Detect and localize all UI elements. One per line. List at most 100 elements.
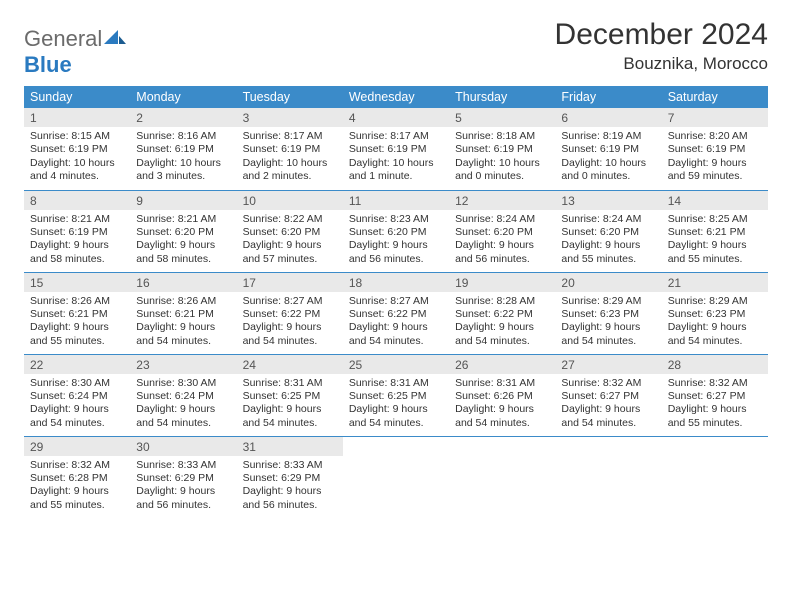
day-details: Sunrise: 8:27 AMSunset: 6:22 PMDaylight:… [237,292,343,353]
day-number: 16 [130,273,236,292]
day-number: 3 [237,108,343,127]
sunrise-text: Sunrise: 8:22 AM [243,213,337,226]
day-details: Sunrise: 8:33 AMSunset: 6:29 PMDaylight:… [130,456,236,517]
daylight-text: Daylight: 9 hours and 59 minutes. [668,157,762,184]
day-details: Sunrise: 8:31 AMSunset: 6:26 PMDaylight:… [449,374,555,435]
daylight-text: Daylight: 9 hours and 55 minutes. [30,321,124,348]
day-details: Sunrise: 8:24 AMSunset: 6:20 PMDaylight:… [555,210,661,271]
calendar-cell [449,436,555,518]
calendar-cell: 23Sunrise: 8:30 AMSunset: 6:24 PMDayligh… [130,354,236,436]
sunrise-text: Sunrise: 8:27 AM [349,295,443,308]
day-details: Sunrise: 8:28 AMSunset: 6:22 PMDaylight:… [449,292,555,353]
weekday-header: Tuesday [237,86,343,108]
sunset-text: Sunset: 6:24 PM [136,390,230,403]
sunset-text: Sunset: 6:23 PM [668,308,762,321]
calendar-cell: 3Sunrise: 8:17 AMSunset: 6:19 PMDaylight… [237,108,343,190]
sunrise-text: Sunrise: 8:33 AM [243,459,337,472]
day-number: 17 [237,273,343,292]
daylight-text: Daylight: 9 hours and 56 minutes. [349,239,443,266]
sunrise-text: Sunrise: 8:17 AM [243,130,337,143]
calendar-cell: 30Sunrise: 8:33 AMSunset: 6:29 PMDayligh… [130,436,236,518]
day-details: Sunrise: 8:29 AMSunset: 6:23 PMDaylight:… [662,292,768,353]
sunrise-text: Sunrise: 8:24 AM [561,213,655,226]
calendar-cell [343,436,449,518]
sunrise-text: Sunrise: 8:18 AM [455,130,549,143]
day-number: 15 [24,273,130,292]
calendar-cell: 12Sunrise: 8:24 AMSunset: 6:20 PMDayligh… [449,190,555,272]
day-number: 11 [343,191,449,210]
sunrise-text: Sunrise: 8:31 AM [349,377,443,390]
sunrise-text: Sunrise: 8:29 AM [668,295,762,308]
day-details: Sunrise: 8:26 AMSunset: 6:21 PMDaylight:… [24,292,130,353]
day-details: Sunrise: 8:17 AMSunset: 6:19 PMDaylight:… [343,127,449,188]
daylight-text: Daylight: 10 hours and 4 minutes. [30,157,124,184]
calendar-cell: 17Sunrise: 8:27 AMSunset: 6:22 PMDayligh… [237,272,343,354]
sunrise-text: Sunrise: 8:32 AM [668,377,762,390]
day-number: 27 [555,355,661,374]
sunrise-text: Sunrise: 8:21 AM [30,213,124,226]
sunrise-text: Sunrise: 8:20 AM [668,130,762,143]
daylight-text: Daylight: 9 hours and 56 minutes. [243,485,337,512]
day-number: 10 [237,191,343,210]
sunrise-text: Sunrise: 8:24 AM [455,213,549,226]
calendar-cell: 18Sunrise: 8:27 AMSunset: 6:22 PMDayligh… [343,272,449,354]
daylight-text: Daylight: 9 hours and 54 minutes. [561,403,655,430]
day-details: Sunrise: 8:23 AMSunset: 6:20 PMDaylight:… [343,210,449,271]
day-number: 9 [130,191,236,210]
sunset-text: Sunset: 6:19 PM [136,143,230,156]
sunset-text: Sunset: 6:26 PM [455,390,549,403]
day-number: 29 [24,437,130,456]
daylight-text: Daylight: 9 hours and 54 minutes. [136,321,230,348]
sunset-text: Sunset: 6:21 PM [30,308,124,321]
day-details: Sunrise: 8:32 AMSunset: 6:27 PMDaylight:… [555,374,661,435]
sunset-text: Sunset: 6:22 PM [349,308,443,321]
day-details: Sunrise: 8:26 AMSunset: 6:21 PMDaylight:… [130,292,236,353]
sunrise-text: Sunrise: 8:31 AM [455,377,549,390]
daylight-text: Daylight: 9 hours and 56 minutes. [136,485,230,512]
sunset-text: Sunset: 6:20 PM [243,226,337,239]
sunset-text: Sunset: 6:29 PM [243,472,337,485]
day-number: 31 [237,437,343,456]
sunset-text: Sunset: 6:20 PM [561,226,655,239]
day-details: Sunrise: 8:21 AMSunset: 6:20 PMDaylight:… [130,210,236,271]
daylight-text: Daylight: 9 hours and 54 minutes. [30,403,124,430]
day-number: 5 [449,108,555,127]
calendar-cell: 25Sunrise: 8:31 AMSunset: 6:25 PMDayligh… [343,354,449,436]
day-number: 19 [449,273,555,292]
daylight-text: Daylight: 9 hours and 54 minutes. [561,321,655,348]
calendar-cell: 26Sunrise: 8:31 AMSunset: 6:26 PMDayligh… [449,354,555,436]
calendar-cell: 31Sunrise: 8:33 AMSunset: 6:29 PMDayligh… [237,436,343,518]
header: General Blue December 2024 Bouznika, Mor… [24,18,768,78]
sunrise-text: Sunrise: 8:17 AM [349,130,443,143]
sunset-text: Sunset: 6:22 PM [243,308,337,321]
calendar-cell: 14Sunrise: 8:25 AMSunset: 6:21 PMDayligh… [662,190,768,272]
calendar-cell: 22Sunrise: 8:30 AMSunset: 6:24 PMDayligh… [24,354,130,436]
sunset-text: Sunset: 6:29 PM [136,472,230,485]
day-number: 6 [555,108,661,127]
day-number: 13 [555,191,661,210]
sunrise-text: Sunrise: 8:21 AM [136,213,230,226]
day-number: 2 [130,108,236,127]
daylight-text: Daylight: 10 hours and 0 minutes. [561,157,655,184]
sunrise-text: Sunrise: 8:19 AM [561,130,655,143]
day-details: Sunrise: 8:15 AMSunset: 6:19 PMDaylight:… [24,127,130,188]
day-number: 1 [24,108,130,127]
day-details: Sunrise: 8:30 AMSunset: 6:24 PMDaylight:… [130,374,236,435]
calendar-cell: 13Sunrise: 8:24 AMSunset: 6:20 PMDayligh… [555,190,661,272]
day-details: Sunrise: 8:32 AMSunset: 6:28 PMDaylight:… [24,456,130,517]
daylight-text: Daylight: 9 hours and 56 minutes. [455,239,549,266]
sunset-text: Sunset: 6:21 PM [668,226,762,239]
sunset-text: Sunset: 6:19 PM [668,143,762,156]
daylight-text: Daylight: 9 hours and 55 minutes. [30,485,124,512]
day-number: 8 [24,191,130,210]
calendar-cell: 5Sunrise: 8:18 AMSunset: 6:19 PMDaylight… [449,108,555,190]
calendar-week-row: 8Sunrise: 8:21 AMSunset: 6:19 PMDaylight… [24,190,768,272]
calendar-cell: 19Sunrise: 8:28 AMSunset: 6:22 PMDayligh… [449,272,555,354]
day-details: Sunrise: 8:33 AMSunset: 6:29 PMDaylight:… [237,456,343,517]
sunset-text: Sunset: 6:28 PM [30,472,124,485]
day-details: Sunrise: 8:24 AMSunset: 6:20 PMDaylight:… [449,210,555,271]
day-number: 22 [24,355,130,374]
logo: General Blue [24,18,126,78]
calendar-cell [662,436,768,518]
sunset-text: Sunset: 6:19 PM [561,143,655,156]
